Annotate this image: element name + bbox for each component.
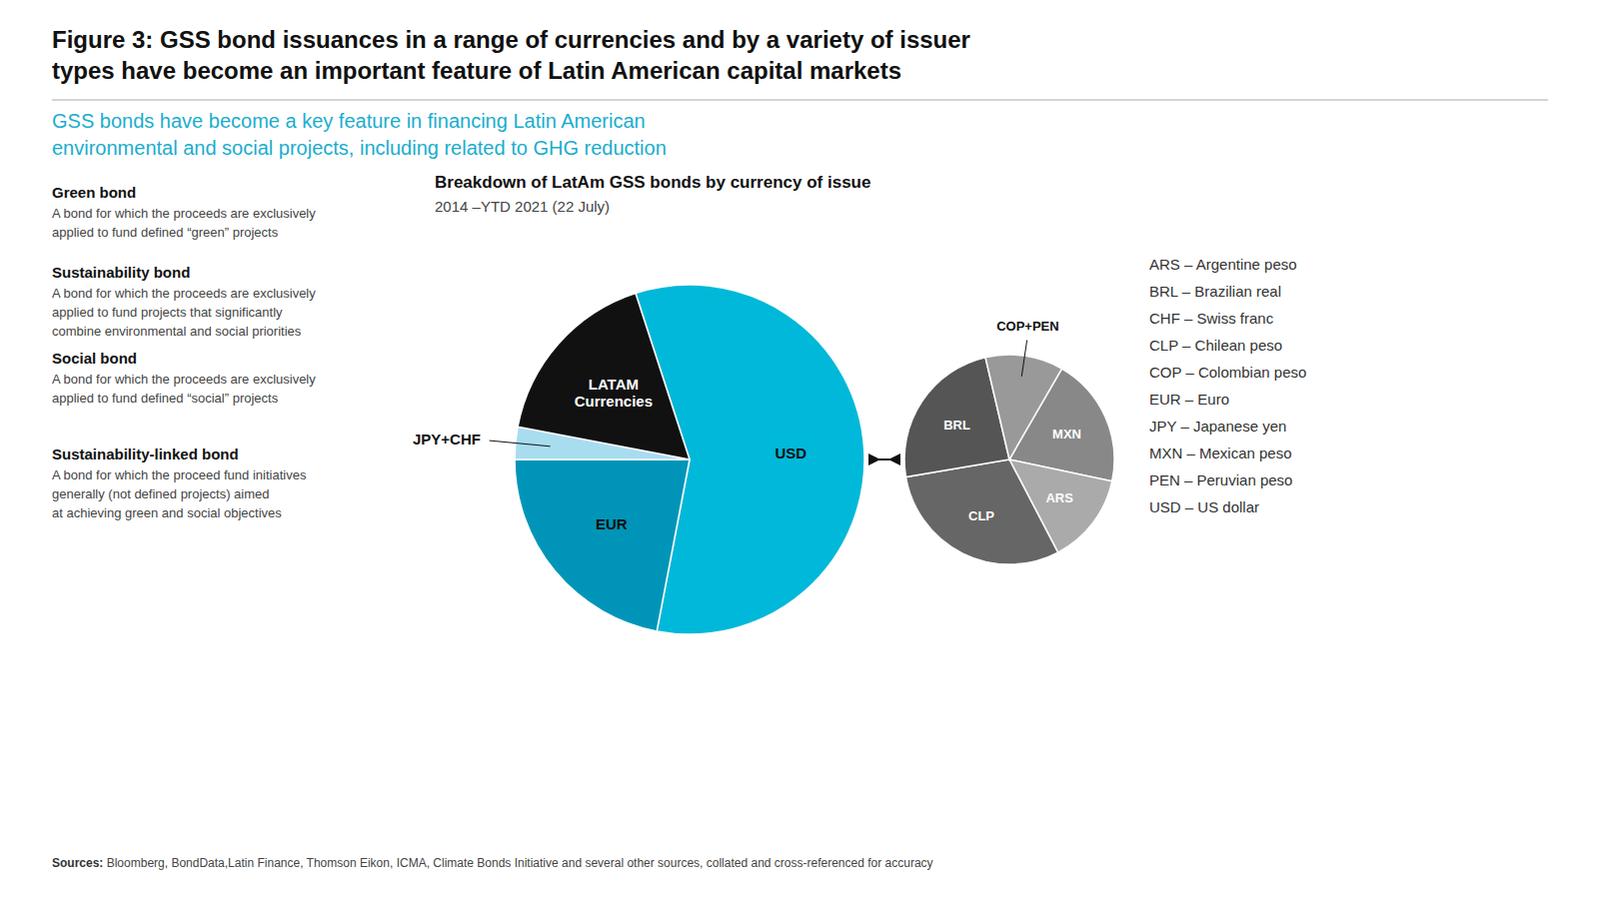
text-line: ARS [1045,490,1074,506]
text-line: CLP [968,508,995,524]
label-leader [1021,340,1027,377]
text-line: A bond for which the proceeds are exclus… [51,205,316,221]
text-line: A bond for which the proceeds are exclus… [51,371,316,387]
text-line: generally (not defined projects) aimed [51,486,270,502]
definition-term: Social bond [51,349,137,367]
currency-note: CHF – Swiss franc [1149,309,1275,327]
definition-term: Sustainability-linked bond [51,445,239,463]
slices [904,354,1115,565]
text-line: at achieving green and social objectives [51,505,282,521]
currency-note: COP – Colombian peso [1149,363,1307,381]
chart-title: Breakdown of LatAm GSS bonds by currency… [434,172,871,192]
currency-note: JPY – Japanese yen [1149,417,1287,435]
text-line: Currencies [574,392,653,410]
text-line: BRL [943,417,971,433]
slice-labels: MXN ARS CLP BRL COP+PEN [943,318,1082,524]
pie-slice [517,293,690,460]
text-line: combine environmental and social priorit… [51,323,302,339]
pie-chart: MXN ARS CLP BRL COP+PEN [904,318,1115,565]
currency-note: BRL – Brazilian real [1149,282,1282,300]
definition-term: Green bond [51,183,136,201]
chart-subtitle: 2014 –YTD 2021 (22 July) [434,197,610,215]
definition-text: A bond for which the proceed fund initia… [51,467,307,521]
connector-arrow [888,453,901,466]
definition-text: A bond for which the proceeds are exclus… [51,205,316,240]
currency-note: USD – US dollar [1149,498,1260,516]
connector [868,453,901,466]
text-line: COP+PEN [996,318,1060,334]
text-line: USD [774,444,807,462]
label-leader [489,440,551,447]
text-line: LATAM [588,375,639,393]
page-title: types have become an important feature o… [51,56,902,84]
separator [51,99,1549,101]
text-line: EUR [595,515,628,533]
definition-term: Sustainability bond [51,263,190,281]
text-line: applied to fund projects that significan… [51,304,283,320]
pie-slice [985,354,1062,460]
slice-label: BRL [943,417,971,433]
currency-note: PEN – Peruvian peso [1149,471,1293,489]
slice-label: COP+PEN [996,318,1060,334]
currency-note: MXN – Mexican peso [1149,444,1293,462]
currency-note: EUR – Euro [1149,390,1230,408]
slices [514,284,865,635]
slice-label: EUR [595,515,628,533]
page-subtitle: GSS bonds have become a key feature in f… [51,109,646,132]
pie-slice [514,459,690,632]
text-line: A bond for which the proceeds are exclus… [51,285,316,301]
slice-label: LATAMCurrencies [574,375,653,410]
page: Figure 3: GSS bond issuances in a range … [0,0,1600,900]
slice-labels: USD EUR JPY+CHF LATAMCurrencies [412,375,807,533]
text-line: A bond for which the proceed fund initia… [51,467,307,483]
page-title: Figure 3: GSS bond issuances in a range … [51,25,971,53]
slice-label: MXN [1052,426,1082,442]
text-line: applied to fund defined “social” project… [51,390,279,406]
sources-label: Sources: [51,856,103,871]
slice-label: JPY+CHF [412,430,481,448]
currency-note: CLP – Chilean peso [1149,336,1283,354]
page-subtitle: environmental and social projects, inclu… [51,136,667,159]
pie-chart: USD EUR JPY+CHF LATAMCurrencies [412,284,865,635]
text-line: MXN [1052,426,1082,442]
slice-label: USD [774,444,807,462]
definition-text: A bond for which the proceeds are exclus… [51,285,316,339]
connector-arrow [868,453,881,466]
sources-text: Bloomberg, BondData,​Latin Finance, Thom… [102,856,933,871]
currency-note: ARS – Argentine peso [1149,255,1298,273]
text-line: applied to fund defined “green” projects [51,224,279,240]
text-line: JPY+CHF [412,430,481,448]
pie-slice [905,459,1058,565]
definition-text: A bond for which the proceeds are exclus… [51,371,316,406]
slice-label: ARS [1045,490,1074,506]
slice-label: CLP [968,508,995,524]
